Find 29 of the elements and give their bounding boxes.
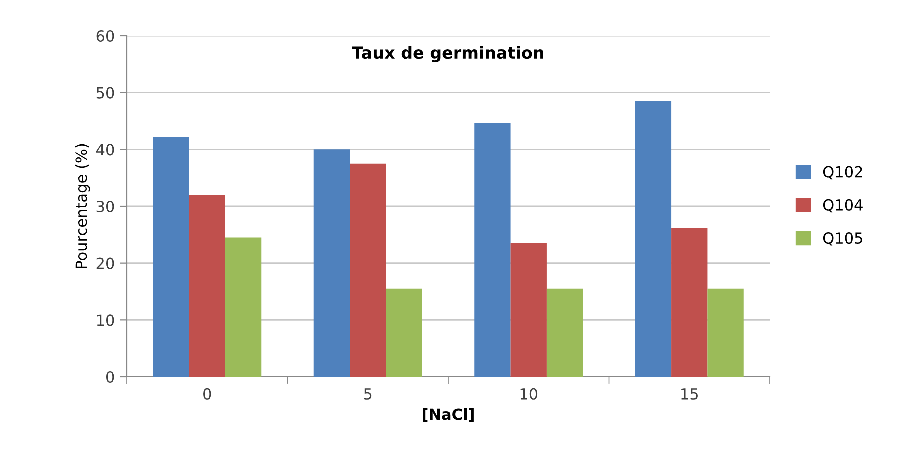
y-axis-title: Pourcentage (%): [75, 144, 90, 268]
bar: [708, 288, 744, 377]
bar: [474, 122, 511, 377]
y-tick-label: 0: [106, 371, 114, 384]
y-tick-label: 10: [97, 314, 114, 326]
bar: [189, 195, 226, 377]
bar: [510, 243, 547, 377]
bar: [672, 228, 708, 377]
x-tick-label: 15: [682, 388, 698, 400]
legend-label: Q104: [823, 199, 863, 213]
text: Taux de germination: [352, 46, 544, 62]
x-tick-label: 10: [520, 388, 538, 400]
y-tick-label: 30: [96, 200, 114, 213]
bar: [153, 137, 190, 377]
x-tick-label: 0: [204, 388, 212, 400]
x-axis-title: [NaCl]: [423, 408, 474, 422]
bar: [225, 238, 262, 377]
bar: [314, 150, 350, 377]
bar: [350, 164, 386, 377]
legend-label: Q105: [823, 232, 862, 246]
y-tick-label: 60: [96, 30, 114, 42]
bar: [635, 101, 672, 377]
x-tick-label: 5: [364, 388, 372, 400]
legend-label: Q102: [823, 166, 862, 180]
bar: [386, 288, 422, 377]
y-tick-label: 20: [96, 258, 114, 270]
y-tick-label: 50: [96, 87, 114, 99]
bar: [546, 288, 584, 377]
y-tick-label: 40: [96, 144, 114, 156]
